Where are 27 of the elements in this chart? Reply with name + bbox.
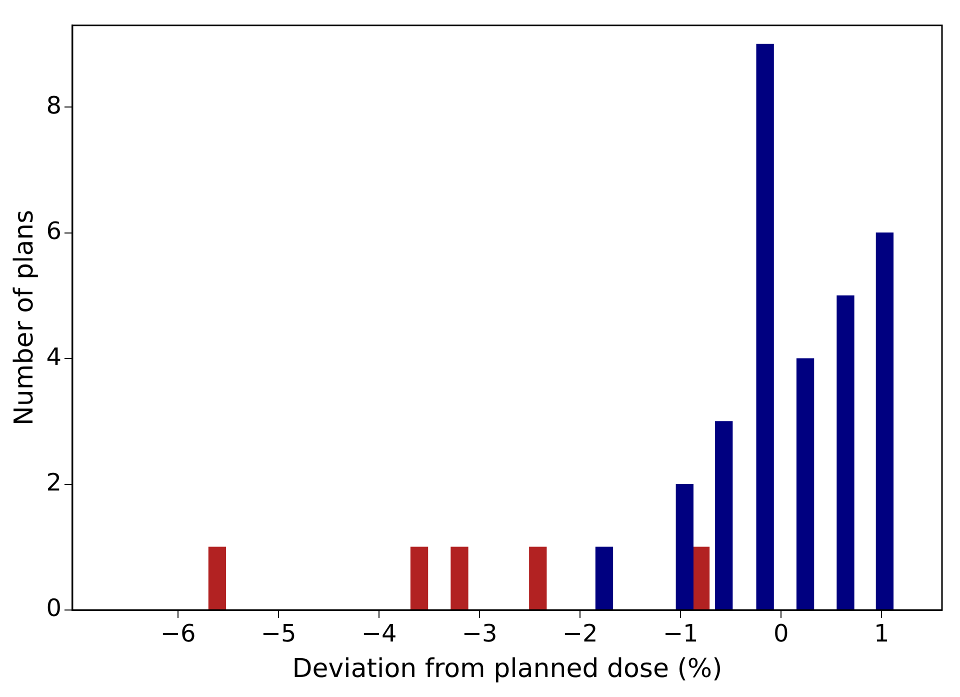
x-tick-label: −4 <box>361 620 397 648</box>
x-tick-label: 1 <box>874 620 890 648</box>
y-axis-title: Number of plans <box>9 210 40 426</box>
bar <box>595 546 614 610</box>
x-tick-label: −3 <box>462 620 498 648</box>
x-tick-label: 0 <box>774 620 789 648</box>
bar <box>450 546 468 610</box>
bar <box>676 484 694 610</box>
bar <box>715 421 733 610</box>
x-tick-label: −6 <box>160 620 196 648</box>
y-tick-label: 8 <box>46 91 62 120</box>
bar <box>876 232 894 610</box>
bar <box>756 44 774 610</box>
y-tick-label: 2 <box>46 468 62 497</box>
bar <box>410 546 428 610</box>
bar <box>692 546 710 610</box>
bar <box>836 295 854 610</box>
x-axis-title: Deviation from planned dose (%) <box>292 654 722 684</box>
y-tick-label: 6 <box>46 217 62 246</box>
bar <box>208 546 226 610</box>
bar <box>529 546 547 610</box>
x-tick-label: −5 <box>260 620 296 648</box>
bar <box>796 358 814 610</box>
y-tick-label: 4 <box>46 342 62 371</box>
x-tick-label: −2 <box>562 620 598 648</box>
y-tick-label: 0 <box>46 594 62 622</box>
x-tick-label: −1 <box>662 620 698 648</box>
